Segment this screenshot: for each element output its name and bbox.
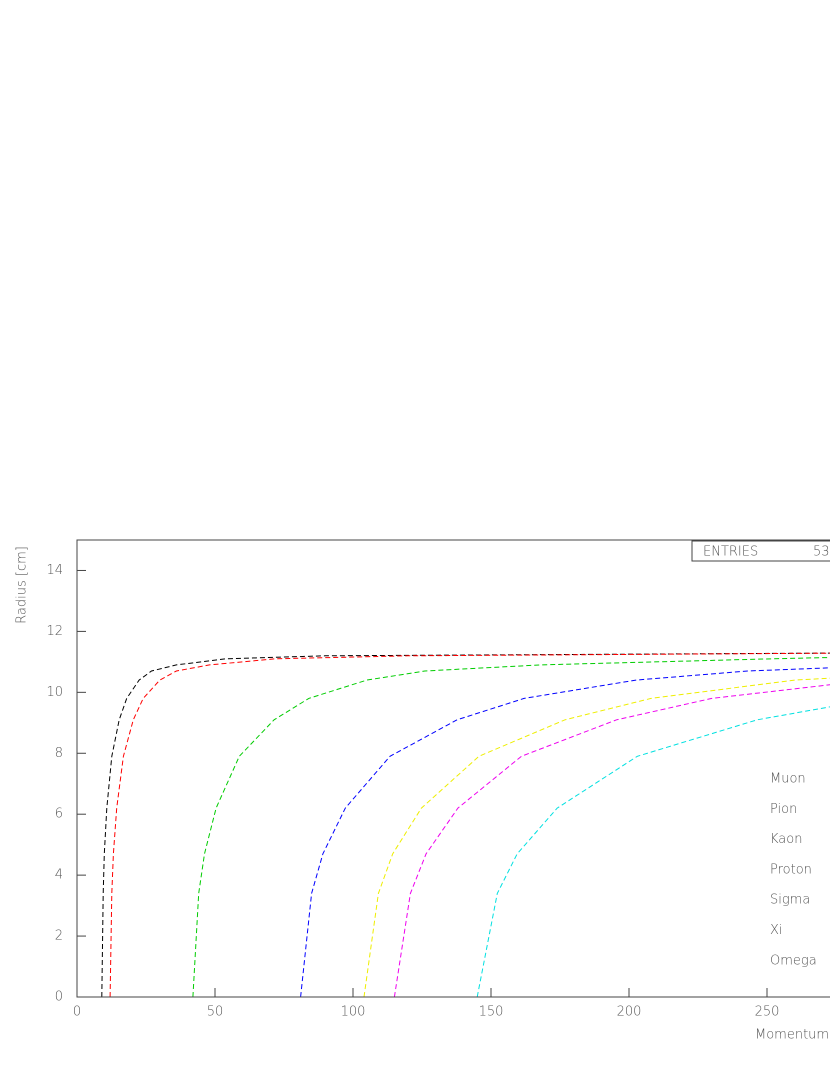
curve <box>300 667 830 998</box>
y-tick-label: 10 <box>46 685 63 700</box>
curve <box>393 684 830 998</box>
legend-entry: Xi <box>770 923 783 938</box>
legend-entry: Pion <box>770 802 797 817</box>
plot-frame <box>76 539 830 998</box>
y-tick-label: 8 <box>55 746 63 761</box>
x-tick-label: 50 <box>207 1005 224 1020</box>
x-tick-label: 150 <box>479 1005 504 1020</box>
curve <box>192 656 830 998</box>
y-tick-label: 0 <box>55 990 63 1005</box>
y-tick-label: 12 <box>46 624 63 639</box>
x-tick-label: 200 <box>617 1005 642 1020</box>
legend-entry: Kaon <box>770 832 802 847</box>
curve <box>101 652 830 998</box>
y-tick-label: 2 <box>55 929 63 944</box>
x-tick-label: 100 <box>341 1005 366 1020</box>
curve <box>109 652 830 998</box>
stats-box <box>691 540 830 562</box>
legend-entry: Proton <box>770 862 812 877</box>
y-axis-label: Radius [cm] <box>15 546 30 624</box>
x-axis-label: Momentum <box>755 1028 829 1043</box>
y-tick-label: 4 <box>55 868 63 883</box>
stats-label: ENTRIES <box>703 545 758 560</box>
y-tick-label: 6 <box>55 807 63 822</box>
legend-entry: Omega <box>770 953 817 968</box>
legend-entry: Muon <box>770 772 806 787</box>
x-tick-label: 0 <box>73 1005 81 1020</box>
legend-entry: Sigma <box>770 893 810 908</box>
stats-value: 53 <box>813 545 830 560</box>
plot-area <box>101 652 830 998</box>
curve <box>363 677 830 998</box>
curve <box>476 706 830 998</box>
y-tick-label: 14 <box>46 563 63 578</box>
x-tick-label: 250 <box>755 1005 780 1020</box>
